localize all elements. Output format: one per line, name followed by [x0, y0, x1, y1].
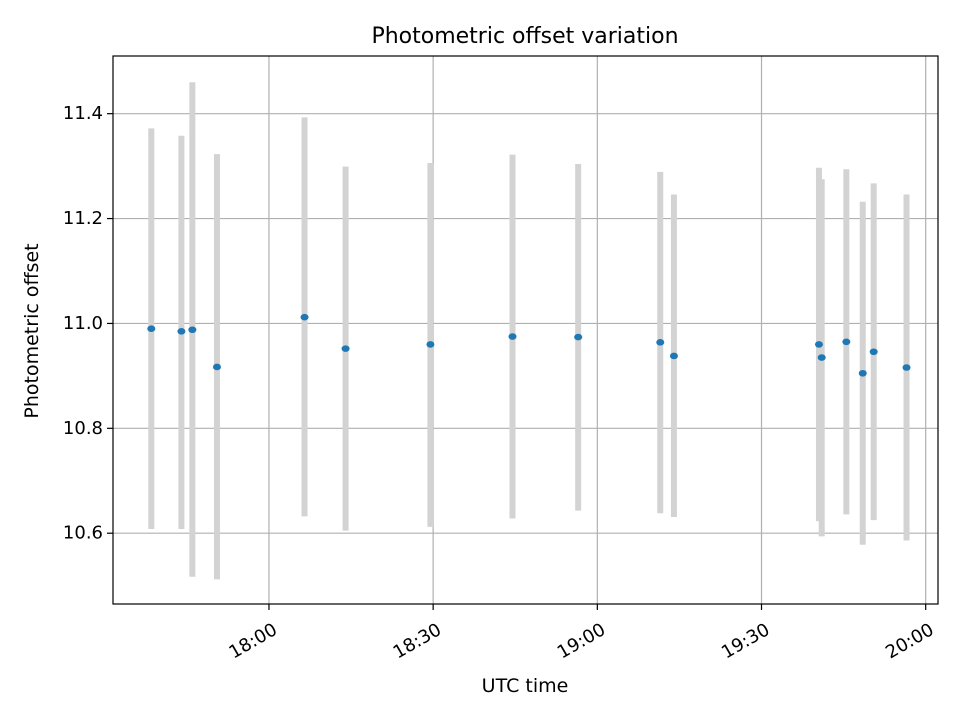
data-point [817, 354, 826, 361]
x-axis-label: UTC time [482, 675, 569, 697]
y-tick-label: 11.4 [63, 103, 103, 124]
y-tick-label: 11.2 [63, 208, 103, 229]
data-point [869, 348, 878, 356]
data-point [858, 369, 867, 377]
data-point [656, 339, 665, 346]
data-point [212, 363, 221, 371]
data-point [188, 326, 197, 334]
y-tick-label: 10.6 [63, 523, 103, 544]
y-tick-label: 10.8 [63, 418, 103, 439]
data-point [814, 341, 823, 348]
plot-area-frame [112, 55, 939, 605]
data-point [669, 352, 678, 360]
y-tick-label: 11.0 [63, 313, 103, 334]
data-point [574, 333, 583, 341]
y-axis-label: Photometric offset [21, 243, 43, 418]
data-point [902, 364, 911, 371]
data-point [842, 338, 851, 346]
data-points [147, 313, 911, 377]
data-point [426, 341, 435, 348]
chart-title: Photometric offset variation [371, 24, 678, 49]
data-point [147, 325, 156, 332]
data-point [177, 328, 186, 335]
data-point [508, 333, 517, 340]
data-point [300, 313, 309, 321]
data-point [341, 345, 350, 352]
